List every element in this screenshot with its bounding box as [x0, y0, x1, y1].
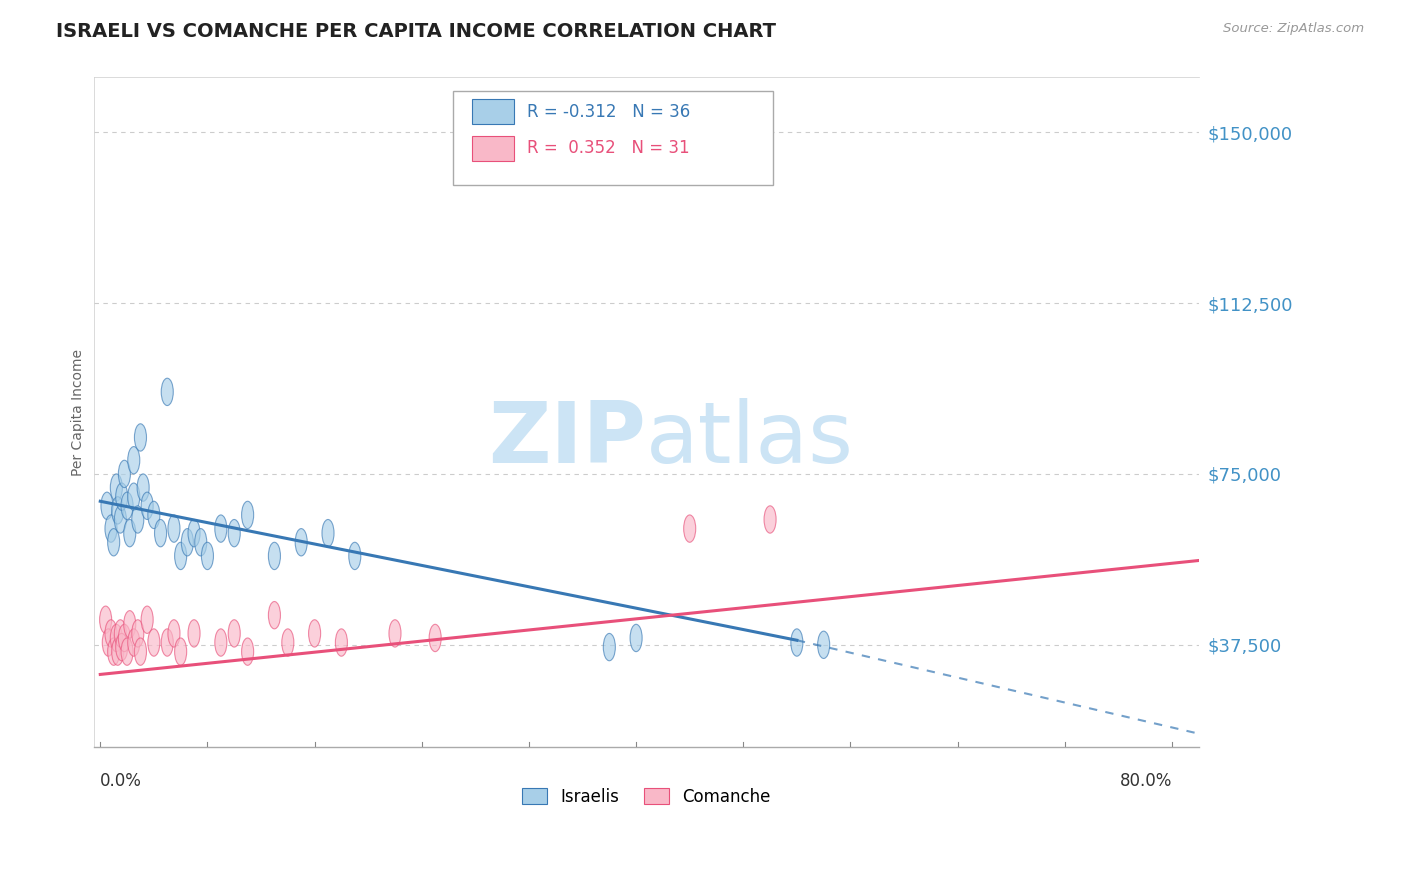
Ellipse shape — [167, 620, 180, 647]
Ellipse shape — [138, 474, 149, 501]
Ellipse shape — [135, 424, 146, 451]
Ellipse shape — [121, 638, 134, 665]
Ellipse shape — [790, 629, 803, 657]
Ellipse shape — [100, 606, 111, 633]
Ellipse shape — [124, 519, 136, 547]
Ellipse shape — [105, 515, 117, 542]
Ellipse shape — [429, 624, 441, 652]
Ellipse shape — [128, 447, 139, 474]
Ellipse shape — [215, 629, 226, 657]
Ellipse shape — [108, 529, 120, 556]
Ellipse shape — [141, 492, 153, 519]
Ellipse shape — [281, 629, 294, 657]
Ellipse shape — [201, 542, 214, 570]
Ellipse shape — [162, 629, 173, 657]
Text: 0.0%: 0.0% — [100, 772, 142, 790]
Ellipse shape — [128, 629, 139, 657]
Ellipse shape — [105, 620, 117, 647]
Ellipse shape — [349, 542, 361, 570]
Ellipse shape — [167, 515, 180, 542]
Text: 80.0%: 80.0% — [1119, 772, 1173, 790]
Ellipse shape — [269, 542, 280, 570]
Ellipse shape — [148, 501, 160, 529]
Ellipse shape — [115, 483, 128, 510]
Ellipse shape — [322, 519, 335, 547]
Ellipse shape — [111, 497, 124, 524]
Ellipse shape — [118, 460, 131, 488]
Ellipse shape — [181, 529, 194, 556]
Text: R = -0.312   N = 36: R = -0.312 N = 36 — [527, 103, 690, 120]
Text: atlas: atlas — [647, 398, 855, 481]
Ellipse shape — [188, 519, 200, 547]
Ellipse shape — [336, 629, 347, 657]
Ellipse shape — [603, 633, 616, 661]
Text: Source: ZipAtlas.com: Source: ZipAtlas.com — [1223, 22, 1364, 36]
Ellipse shape — [114, 620, 127, 647]
Y-axis label: Per Capita Income: Per Capita Income — [72, 349, 86, 476]
Ellipse shape — [132, 506, 143, 533]
Ellipse shape — [148, 629, 160, 657]
Ellipse shape — [242, 501, 253, 529]
Ellipse shape — [763, 506, 776, 533]
Bar — [471, 136, 513, 161]
Text: ZIP: ZIP — [488, 398, 647, 481]
Ellipse shape — [155, 519, 166, 547]
Ellipse shape — [110, 624, 122, 652]
Ellipse shape — [683, 515, 696, 542]
Ellipse shape — [101, 492, 112, 519]
Ellipse shape — [174, 638, 187, 665]
Legend: Israelis, Comanche: Israelis, Comanche — [515, 781, 778, 813]
Ellipse shape — [103, 629, 114, 657]
Ellipse shape — [269, 601, 280, 629]
Ellipse shape — [110, 474, 122, 501]
Ellipse shape — [114, 506, 127, 533]
Ellipse shape — [308, 620, 321, 647]
Ellipse shape — [630, 624, 643, 652]
Ellipse shape — [135, 638, 146, 665]
Ellipse shape — [818, 632, 830, 658]
Bar — [471, 99, 513, 124]
Ellipse shape — [194, 529, 207, 556]
Ellipse shape — [174, 542, 187, 570]
Text: R =  0.352   N = 31: R = 0.352 N = 31 — [527, 139, 689, 158]
Ellipse shape — [389, 620, 401, 647]
Ellipse shape — [132, 620, 143, 647]
Ellipse shape — [228, 519, 240, 547]
FancyBboxPatch shape — [453, 91, 773, 185]
Ellipse shape — [162, 378, 173, 406]
Ellipse shape — [188, 620, 200, 647]
Ellipse shape — [124, 611, 136, 638]
Ellipse shape — [242, 638, 253, 665]
Ellipse shape — [228, 620, 240, 647]
Ellipse shape — [215, 515, 226, 542]
Ellipse shape — [141, 606, 153, 633]
Ellipse shape — [108, 638, 120, 665]
Ellipse shape — [121, 492, 134, 519]
Ellipse shape — [111, 638, 124, 665]
Ellipse shape — [295, 529, 308, 556]
Ellipse shape — [128, 483, 139, 510]
Ellipse shape — [118, 624, 131, 652]
Text: ISRAELI VS COMANCHE PER CAPITA INCOME CORRELATION CHART: ISRAELI VS COMANCHE PER CAPITA INCOME CO… — [56, 22, 776, 41]
Ellipse shape — [115, 633, 128, 661]
